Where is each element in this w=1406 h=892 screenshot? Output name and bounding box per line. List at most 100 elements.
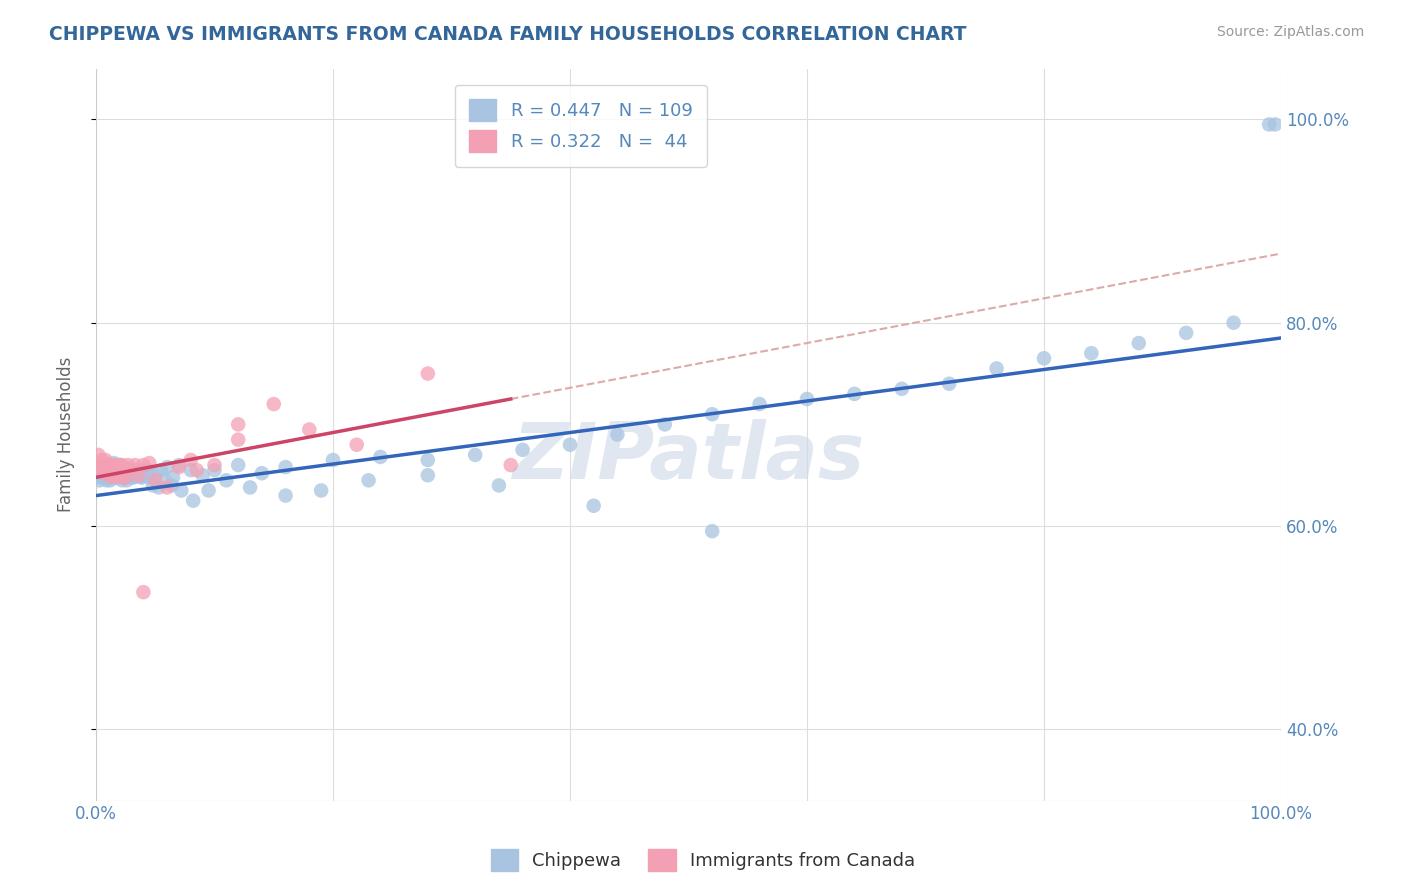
Point (1175, 326, 1198, 340)
Point (91, 460, 114, 475)
Point (148, 480, 170, 494)
Point (1080, 346, 1102, 360)
Point (98, 473, 121, 487)
Point (114, 467, 136, 481)
Point (226, 433, 249, 447)
Point (274, 489, 297, 503)
Point (1033, 351, 1056, 366)
Point (416, 367, 439, 381)
Point (108, 463, 131, 477)
Point (142, 478, 165, 492)
Point (100, 458, 122, 472)
Point (127, 467, 149, 481)
Point (215, 473, 238, 487)
Point (132, 585, 155, 599)
Point (108, 458, 131, 472)
Text: CHIPPEWA VS IMMIGRANTS FROM CANADA FAMILY HOUSEHOLDS CORRELATION CHART: CHIPPEWA VS IMMIGRANTS FROM CANADA FAMIL… (49, 25, 967, 44)
Point (322, 453, 344, 467)
Point (91, 470, 114, 484)
Point (118, 468, 141, 483)
Point (107, 468, 129, 483)
Point (139, 470, 162, 484)
Point (1264, 118, 1286, 132)
Point (1128, 336, 1150, 351)
Point (702, 407, 724, 421)
Point (748, 397, 770, 411)
Point (112, 463, 135, 477)
Point (239, 480, 262, 494)
Point (91, 453, 114, 467)
Point (488, 478, 510, 492)
Point (938, 376, 960, 391)
Point (98, 468, 121, 483)
Point (197, 483, 219, 498)
Point (121, 467, 143, 481)
Point (357, 473, 380, 487)
Point (96, 470, 118, 484)
Point (170, 483, 193, 498)
Point (153, 473, 176, 487)
Point (105, 468, 128, 483)
Point (98, 458, 121, 472)
Point (93, 458, 115, 472)
Point (986, 361, 1008, 376)
Point (180, 453, 202, 467)
Point (156, 480, 179, 494)
Point (160, 478, 183, 492)
Point (103, 456, 125, 470)
Point (98, 458, 121, 472)
Point (512, 442, 534, 457)
Point (100, 463, 122, 477)
Point (105, 458, 128, 472)
Point (143, 468, 166, 483)
Point (180, 463, 202, 477)
Point (97, 463, 120, 477)
Point (844, 387, 866, 401)
Point (91, 467, 114, 481)
Point (796, 392, 818, 406)
Point (96, 473, 118, 487)
Point (464, 448, 486, 462)
Point (263, 397, 285, 411)
Point (103, 463, 125, 477)
Point (204, 463, 226, 477)
Point (110, 467, 132, 481)
Point (104, 467, 127, 481)
Point (186, 463, 208, 477)
Point (606, 427, 628, 442)
Point (108, 458, 131, 472)
Point (128, 468, 150, 483)
Point (91, 468, 114, 483)
Point (107, 463, 129, 477)
Point (416, 468, 439, 483)
Point (94, 470, 117, 484)
Point (558, 438, 581, 452)
Point (250, 467, 273, 481)
Point (111, 473, 134, 487)
Point (89, 473, 111, 487)
Point (90, 463, 112, 477)
Point (111, 460, 134, 475)
Point (97, 458, 120, 472)
Point (105, 470, 128, 484)
Legend: R = 0.447   N = 109, R = 0.322   N =  44: R = 0.447 N = 109, R = 0.322 N = 44 (454, 85, 707, 167)
Point (167, 458, 190, 472)
Point (91, 467, 114, 481)
Point (654, 417, 676, 432)
Point (101, 470, 124, 484)
Point (132, 467, 155, 481)
Point (122, 470, 145, 484)
Point (226, 417, 249, 432)
Point (90, 463, 112, 477)
Point (91, 460, 114, 475)
Point (105, 458, 128, 472)
Point (167, 460, 190, 475)
Point (370, 450, 392, 464)
Point (582, 499, 605, 513)
Point (138, 456, 160, 470)
Point (114, 470, 136, 484)
Point (181, 493, 204, 508)
Point (162, 470, 184, 484)
Point (499, 458, 522, 472)
Point (98, 468, 121, 483)
